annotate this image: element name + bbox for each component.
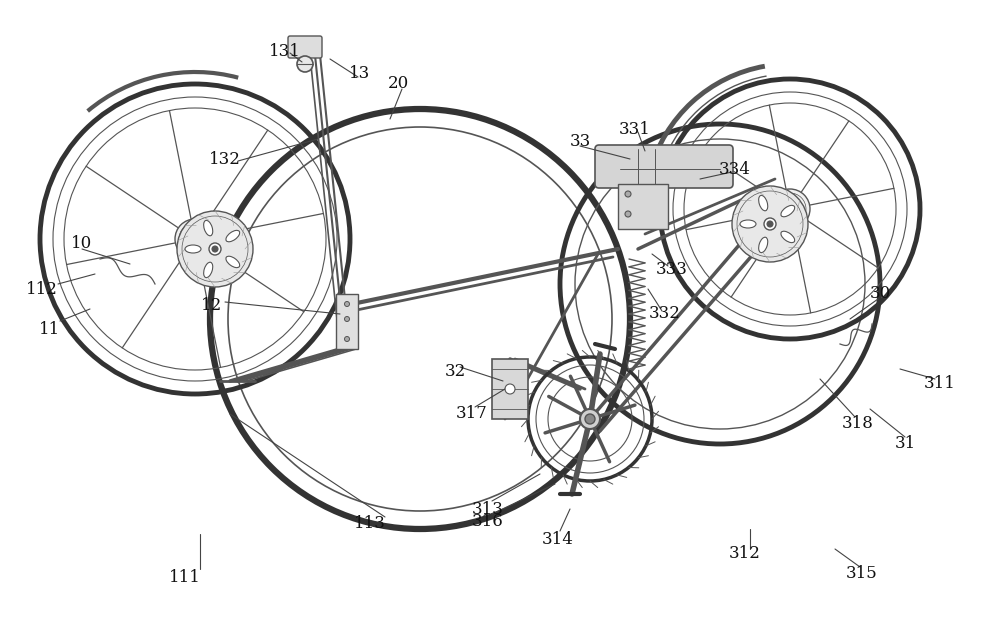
Circle shape: [344, 316, 350, 321]
Text: 111: 111: [169, 569, 201, 586]
Text: 113: 113: [354, 516, 386, 533]
Text: 13: 13: [349, 65, 371, 82]
Text: 311: 311: [924, 376, 956, 392]
Circle shape: [585, 414, 595, 424]
Ellipse shape: [185, 245, 201, 253]
Text: 318: 318: [842, 416, 874, 433]
Circle shape: [297, 56, 313, 72]
Text: 333: 333: [656, 260, 688, 277]
Circle shape: [582, 146, 858, 422]
Text: 132: 132: [209, 150, 241, 167]
Ellipse shape: [781, 231, 795, 243]
Text: 334: 334: [719, 160, 751, 177]
Text: 20: 20: [387, 75, 409, 92]
Circle shape: [732, 186, 808, 262]
Text: 11: 11: [39, 321, 61, 338]
Circle shape: [209, 243, 221, 255]
Circle shape: [767, 221, 773, 227]
Text: 314: 314: [542, 530, 574, 547]
Text: 131: 131: [269, 43, 301, 60]
Circle shape: [175, 219, 215, 259]
Circle shape: [344, 337, 350, 342]
Circle shape: [212, 246, 218, 252]
Circle shape: [505, 384, 515, 394]
Text: 30: 30: [869, 286, 891, 303]
FancyBboxPatch shape: [336, 294, 358, 349]
Ellipse shape: [226, 256, 240, 267]
Text: 32: 32: [444, 362, 466, 379]
Circle shape: [235, 134, 605, 504]
Circle shape: [770, 189, 810, 229]
Circle shape: [764, 218, 776, 230]
Ellipse shape: [226, 230, 240, 242]
Ellipse shape: [204, 262, 213, 277]
Ellipse shape: [740, 220, 756, 228]
Text: 33: 33: [569, 133, 591, 150]
Ellipse shape: [759, 196, 768, 211]
Ellipse shape: [759, 237, 768, 253]
Circle shape: [625, 191, 631, 197]
FancyBboxPatch shape: [288, 36, 322, 58]
Text: 313: 313: [472, 501, 504, 518]
Text: 317: 317: [456, 406, 488, 423]
Text: 312: 312: [729, 545, 761, 562]
Circle shape: [344, 301, 350, 306]
Circle shape: [177, 211, 253, 287]
FancyBboxPatch shape: [492, 359, 528, 419]
Ellipse shape: [781, 205, 795, 217]
FancyBboxPatch shape: [595, 145, 733, 188]
Text: 10: 10: [71, 235, 93, 252]
Text: 12: 12: [201, 298, 223, 314]
Text: 315: 315: [846, 565, 878, 582]
Circle shape: [580, 409, 600, 429]
Text: 331: 331: [619, 121, 651, 138]
Circle shape: [625, 211, 631, 217]
FancyBboxPatch shape: [618, 184, 668, 229]
Text: 31: 31: [894, 435, 916, 452]
Text: 332: 332: [649, 306, 681, 323]
Text: 112: 112: [26, 281, 58, 298]
Ellipse shape: [204, 220, 213, 236]
Text: 316: 316: [472, 513, 504, 530]
